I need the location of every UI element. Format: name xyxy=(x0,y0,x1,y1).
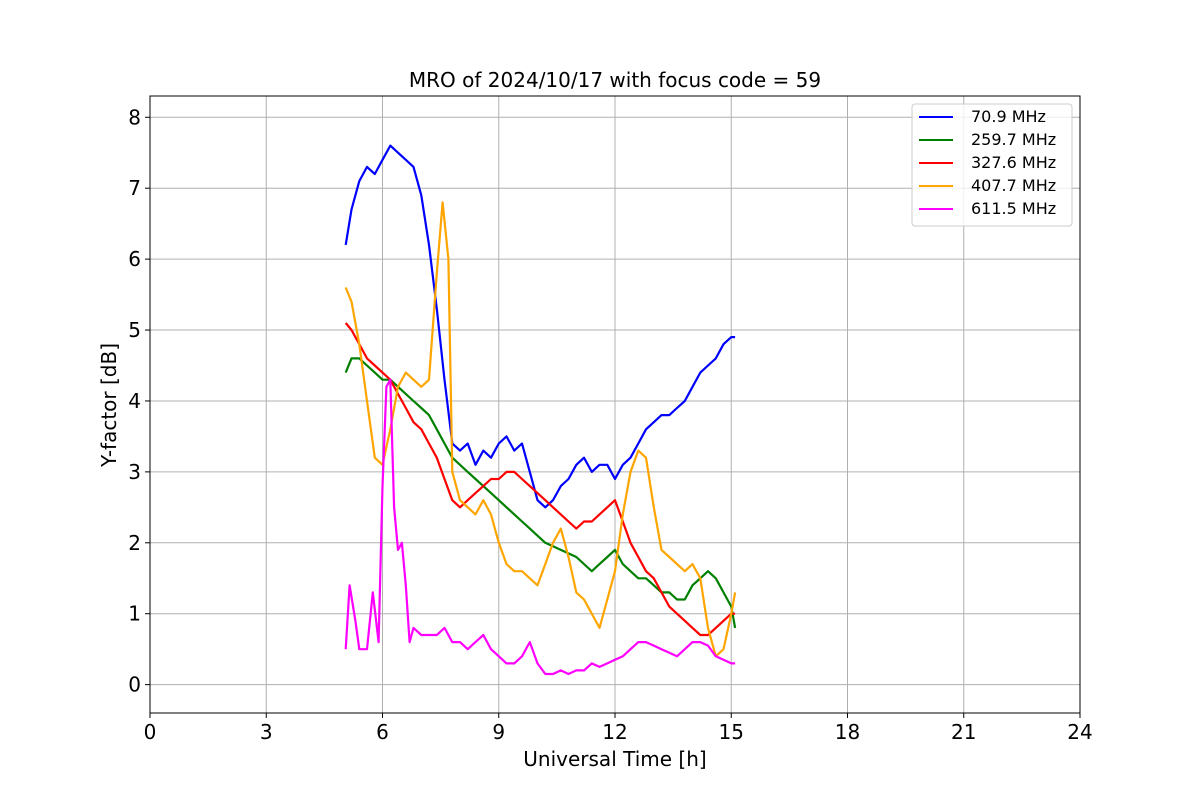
x-tick-label: 15 xyxy=(719,720,744,744)
x-tick-label: 18 xyxy=(835,720,860,744)
series-line-611-5-mhz xyxy=(344,378,736,676)
legend-label: 327.6 MHz xyxy=(971,153,1056,172)
y-tick-label: 1 xyxy=(128,602,141,626)
y-tick-label: 2 xyxy=(128,531,141,555)
series-line-70-9-mhz xyxy=(344,144,736,509)
x-tick-label: 6 xyxy=(376,720,389,744)
x-tick-label: 24 xyxy=(1067,720,1092,744)
x-tick-label: 3 xyxy=(260,720,273,744)
legend-box xyxy=(911,103,1073,227)
x-tick-label: 12 xyxy=(602,720,627,744)
legend: 70.9 MHz 259.7 MHz 327.6 MHz 407.7 MHz 611.5… xyxy=(911,103,1073,227)
legend-label: 259.7 MHz xyxy=(971,130,1056,149)
y-axis-ticks: 0 1 2 3 4 5 6 7 8 xyxy=(128,105,150,697)
y-tick-label: 8 xyxy=(128,105,141,129)
x-tick-label: 21 xyxy=(951,720,976,744)
legend-label: 70.9 MHz xyxy=(971,107,1046,126)
y-tick-label: 3 xyxy=(128,460,141,484)
y-tick-label: 7 xyxy=(128,176,141,200)
series-line-259-7-mhz xyxy=(344,357,737,629)
plot-area xyxy=(344,144,737,676)
y-axis-label: Y-factor [dB] xyxy=(97,343,121,468)
y-tick-label: 4 xyxy=(128,389,141,413)
series-line-407-7-mhz xyxy=(344,201,737,658)
grid xyxy=(149,96,1081,713)
y-tick-label: 6 xyxy=(128,247,141,271)
legend-label: 407.7 MHz xyxy=(971,176,1056,195)
y-tick-label: 0 xyxy=(128,673,141,697)
series-line-327-6-mhz xyxy=(344,322,736,637)
x-axis-ticks: 0 3 6 9 12 15 18 21 24 xyxy=(144,713,1093,744)
x-tick-label: 0 xyxy=(144,720,157,744)
x-tick-label: 9 xyxy=(492,720,505,744)
chart-title: MRO of 2024/10/17 with focus code = 59 xyxy=(409,68,821,92)
x-axis-label: Universal Time [h] xyxy=(523,747,706,771)
legend-label: 611.5 MHz xyxy=(971,199,1056,218)
y-tick-label: 5 xyxy=(128,318,141,342)
